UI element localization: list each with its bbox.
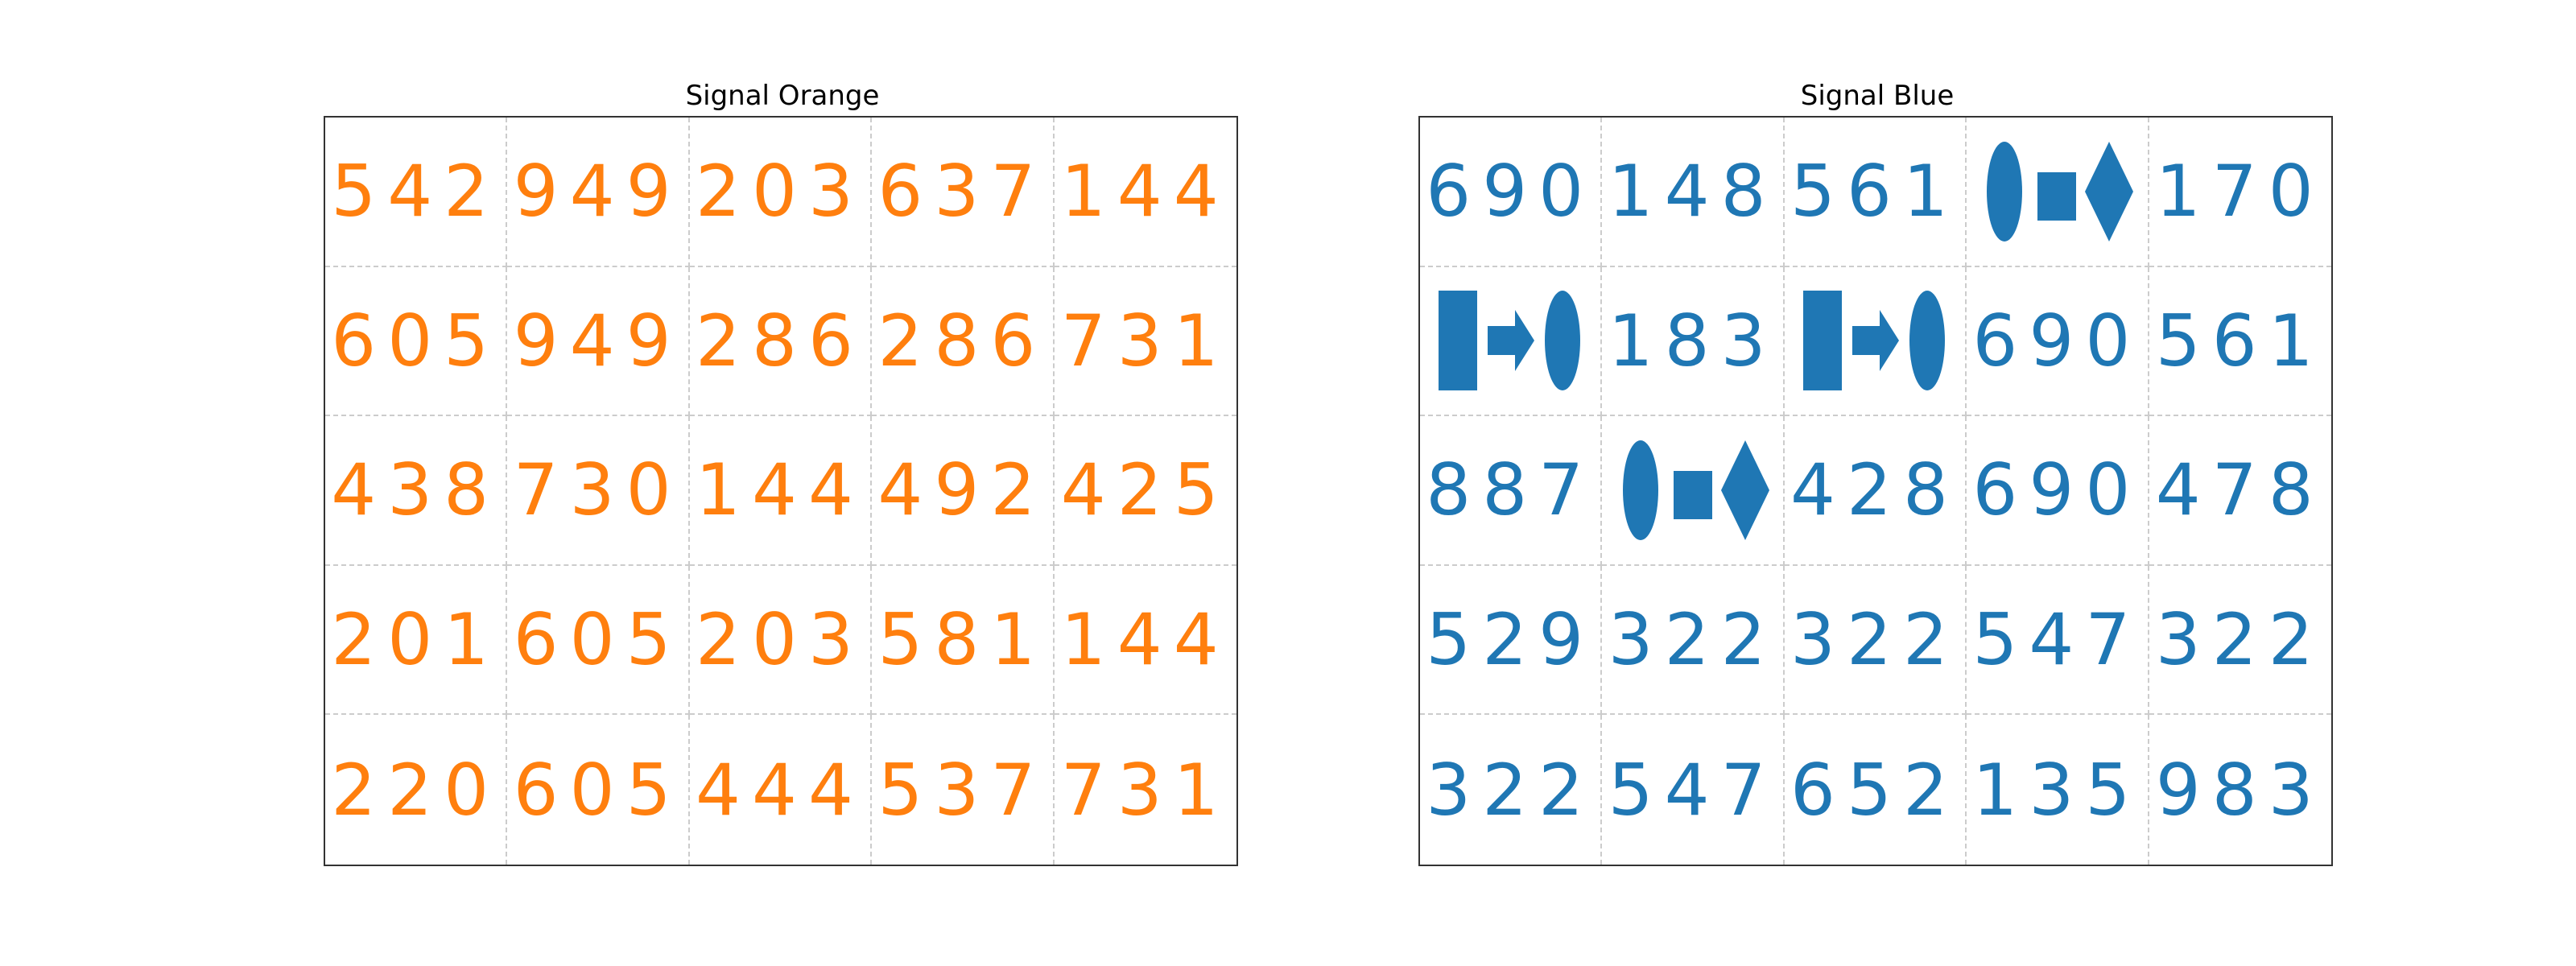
- grid-cell-number: 983: [2155, 748, 2325, 832]
- grid-cell-number: 438: [325, 416, 508, 566]
- grid-cell-number: 144: [1054, 118, 1236, 267]
- panel-signal-orange: Signal Orange 542 949 203 637 144 605 949 286 28…: [324, 76, 1241, 866]
- grid-cell-number: 605: [507, 715, 690, 865]
- grid-cell-number: 148: [1602, 118, 1785, 267]
- grid-cell-number: 135: [1967, 715, 2149, 865]
- grid-cell-number: 690: [1967, 266, 2149, 417]
- square-glyph-icon: [2037, 171, 2077, 221]
- grid-cell-number: 203: [689, 565, 873, 716]
- grid-cell-number: 144: [689, 416, 873, 566]
- panel-title: Signal Orange: [685, 80, 880, 112]
- grid-cell-number: 428: [1784, 416, 1967, 566]
- grid-cell-number: 731: [1060, 748, 1230, 832]
- grid-cell-number: 322: [1784, 565, 1967, 716]
- grid-cell-number: 561: [2149, 267, 2331, 417]
- diamond-glyph-icon: [1720, 440, 1769, 540]
- grid-cell-number: 690: [1967, 416, 2149, 566]
- ellipse-glyph-icon: [1545, 291, 1581, 391]
- arrow-glyph-icon: [1852, 310, 1899, 372]
- grid-cell-number: 286: [872, 266, 1055, 417]
- grid-cell-glyph: [1967, 118, 2149, 267]
- grid-cell-number: 537: [872, 715, 1055, 865]
- grid-cell-number: 492: [872, 416, 1055, 566]
- grid-cell-number: 322: [1420, 715, 1603, 865]
- grid-cell-number: 605: [325, 266, 508, 417]
- rectangle-glyph-icon: [1439, 291, 1478, 391]
- number-grid: 690 148 561 170 183 690 561 887 428 690 478 529 322 3…: [1418, 116, 2333, 866]
- grid-cell-number: 183: [1602, 266, 1785, 417]
- grid-cell-glyph: [1784, 266, 1967, 417]
- grid-cell-number: 730: [507, 416, 690, 566]
- ellipse-glyph-icon: [1622, 440, 1658, 540]
- diamond-glyph-icon: [2085, 141, 2134, 242]
- grid-cell-number: 652: [1785, 715, 1967, 865]
- grid-cell-number: 949: [507, 266, 690, 417]
- grid-cell-number: 529: [1420, 565, 1603, 716]
- shape-glyph-icon: [1622, 440, 1769, 540]
- grid-cell-number: 561: [1784, 118, 1967, 267]
- grid-cell-glyph: [1420, 266, 1603, 417]
- grid-cell-number: 444: [690, 715, 873, 865]
- grid-cell-number: 220: [325, 715, 508, 865]
- shape-glyph-icon: [1802, 291, 1945, 391]
- panel-title: Signal Blue: [1800, 80, 1955, 112]
- grid-cell-number: 322: [2149, 566, 2331, 716]
- shape-glyph-icon: [1439, 291, 1581, 391]
- square-glyph-icon: [1673, 470, 1712, 519]
- grid-cell-number: 731: [1054, 267, 1236, 417]
- grid-cell-number: 170: [2149, 118, 2331, 267]
- rectangle-glyph-icon: [1802, 291, 1842, 391]
- grid-cell-number: 690: [1420, 118, 1603, 267]
- panel-signal-blue: Signal Blue 690 148 561 170 183 690 561 887 428 6…: [1418, 76, 2336, 866]
- grid-cell-number: 949: [507, 118, 690, 267]
- grid-cell-number: 605: [507, 565, 690, 716]
- grid-cell-number: 322: [1602, 565, 1785, 716]
- grid-cell-number: 547: [1967, 565, 2149, 716]
- grid-cell-number: 203: [689, 118, 873, 267]
- grid-cell-number: 201: [325, 565, 508, 716]
- shape-glyph-icon: [1987, 141, 2134, 242]
- grid-cell-number: 581: [872, 565, 1055, 716]
- grid-cell-number: 144: [1054, 566, 1236, 716]
- grid-cell-number: 425: [1054, 416, 1236, 566]
- grid-cell-number: 478: [2149, 416, 2331, 566]
- arrow-glyph-icon: [1488, 310, 1535, 372]
- grid-cell-glyph: [1602, 416, 1785, 566]
- grid-cell-number: 887: [1420, 416, 1603, 566]
- ellipse-glyph-icon: [1987, 141, 2023, 242]
- grid-cell-number: 286: [689, 266, 873, 417]
- grid-cell-number: 542: [325, 118, 508, 267]
- grid-cell-number: 547: [1602, 715, 1785, 865]
- ellipse-glyph-icon: [1909, 291, 1945, 391]
- grid-cell-number: 637: [872, 118, 1055, 267]
- number-grid: 542 949 203 637 144 605 949 286 286 731 438 730 144 4…: [324, 116, 1238, 866]
